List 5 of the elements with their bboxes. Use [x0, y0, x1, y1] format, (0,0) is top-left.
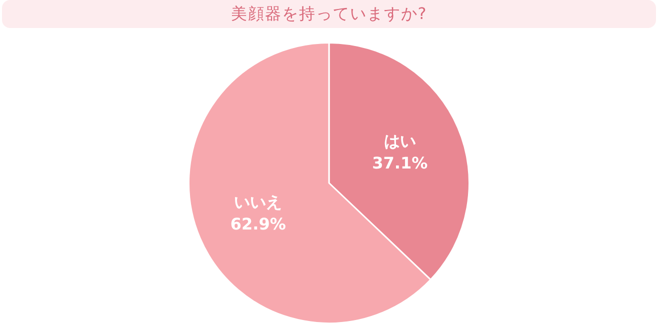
data-label: 62.9%	[230, 214, 286, 234]
slice-label: はい	[384, 132, 416, 151]
slice-label: いいえ	[234, 192, 282, 212]
data-label: 37.1%	[372, 154, 428, 173]
chart-title: 美顔器を持っていますか?	[2, 0, 656, 28]
